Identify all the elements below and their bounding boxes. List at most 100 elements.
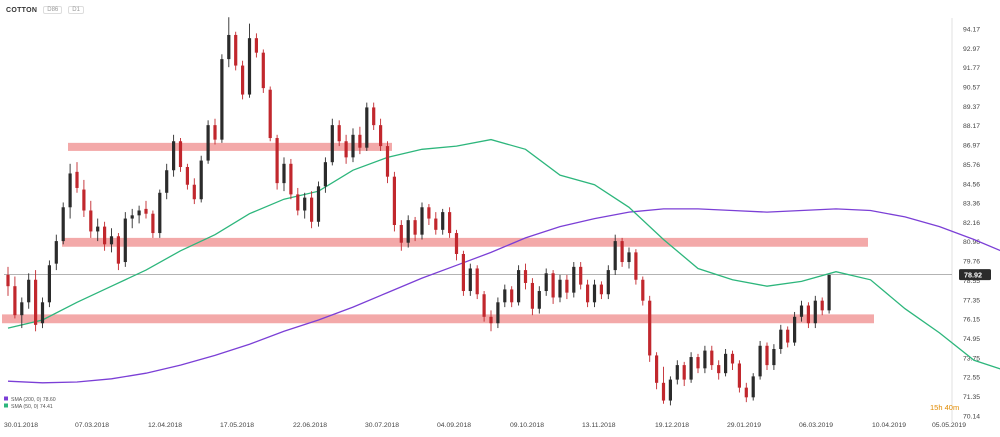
candle-body: [620, 241, 624, 263]
candle-body: [813, 300, 817, 324]
x-tick-label: 07.03.2018: [75, 422, 109, 429]
candle-body: [641, 279, 645, 301]
candle-body: [34, 279, 38, 325]
x-tick-label: 17.05.2018: [220, 422, 254, 429]
candle-body: [165, 170, 169, 193]
candle-body: [551, 273, 555, 298]
candle-body: [268, 89, 272, 139]
sma-200-line: [7, 208, 1000, 384]
legend-swatch: [4, 396, 8, 401]
candle-body: [530, 282, 534, 309]
candle-body: [82, 189, 86, 211]
candle-body: [592, 284, 597, 303]
candle-body: [337, 125, 341, 142]
candle-body: [710, 350, 714, 366]
candle-body: [178, 141, 183, 168]
x-tick-label: 05.05.2019: [932, 422, 966, 429]
candle-body: [365, 107, 369, 148]
x-tick-label: 04.09.2018: [437, 422, 471, 429]
y-tick-label: 74.95: [963, 336, 980, 343]
candle-body: [558, 279, 562, 298]
y-tick-label: 70.14: [963, 414, 980, 421]
candle-body: [613, 241, 617, 271]
candle-body: [130, 215, 134, 219]
candle-body: [109, 236, 114, 245]
candle-body: [827, 274, 831, 311]
last-price-tag: [959, 269, 991, 281]
candle-body: [496, 302, 500, 324]
candle-body: [61, 207, 65, 242]
candle-body: [392, 176, 396, 225]
candle-body: [475, 268, 479, 295]
candle-body: [379, 125, 383, 147]
candle-body: [310, 197, 314, 222]
candle-body: [413, 220, 417, 235]
candle-body: [116, 236, 120, 264]
candle-body: [461, 253, 465, 292]
candle-body: [468, 268, 472, 292]
y-tick-label: 86.97: [963, 142, 980, 149]
candle-body: [758, 345, 762, 377]
price-zone: [62, 237, 868, 247]
y-tick-label: 88.17: [963, 123, 980, 130]
candle-body: [717, 365, 721, 374]
x-tick-label: 12.04.2018: [148, 422, 182, 429]
candle-body: [454, 233, 459, 254]
candle-body: [675, 365, 679, 380]
x-tick-label: 19.12.2018: [655, 422, 689, 429]
candle-body: [323, 162, 327, 187]
x-tick-label: 30.07.2018: [365, 422, 399, 429]
y-tick-label: 79.76: [963, 259, 980, 266]
candle-body: [20, 302, 24, 316]
candle-body: [772, 349, 776, 366]
candle-body: [627, 252, 631, 263]
candle-body: [682, 365, 686, 380]
y-tick-label: 85.76: [963, 162, 980, 169]
x-tick-label: 30.01.2018: [4, 422, 38, 429]
y-tick-label: 83.36: [963, 201, 980, 208]
y-tick-label: 80.96: [963, 239, 980, 246]
candle-body: [192, 184, 196, 200]
candle-body: [634, 252, 638, 280]
candle-body: [537, 291, 541, 309]
candle-body: [786, 329, 790, 343]
candle-body: [123, 218, 127, 263]
candle-body: [96, 226, 100, 232]
candle-body: [655, 355, 659, 383]
candle-body: [799, 305, 804, 317]
candle-body: [517, 270, 521, 303]
last-price-value: 78.92: [964, 271, 982, 280]
candle-body: [227, 34, 231, 60]
y-tick-label: 94.17: [963, 27, 980, 34]
x-tick-label: 06.03.2019: [799, 422, 833, 429]
candle-body: [296, 194, 300, 211]
candle-body: [648, 300, 652, 356]
y-tick-label: 72.55: [963, 375, 980, 382]
candle-body: [744, 387, 748, 398]
candle-body: [565, 279, 569, 293]
candle-body: [330, 125, 334, 163]
price-zone: [2, 314, 874, 324]
candle-body: [158, 192, 162, 234]
candle-body: [40, 302, 45, 324]
candle-body: [275, 138, 279, 184]
candle-body: [420, 207, 424, 235]
candle-body: [434, 218, 438, 230]
candle-body: [737, 363, 741, 388]
x-tick-label: 29.01.2019: [727, 422, 761, 429]
candle-body: [703, 350, 707, 369]
candle-body: [689, 357, 693, 380]
candle-body: [137, 210, 141, 216]
candle-body: [344, 141, 348, 158]
timeframe-selector[interactable]: D1: [68, 6, 84, 14]
candle-body: [75, 171, 79, 188]
candle-body: [206, 125, 210, 161]
candle-body: [751, 376, 755, 398]
candle-body: [199, 160, 203, 200]
candle-body: [289, 163, 293, 195]
candle-body: [668, 379, 672, 401]
candle-body: [89, 210, 93, 232]
instrument-tag[interactable]: D86: [43, 6, 63, 14]
candle-body: [820, 300, 824, 311]
